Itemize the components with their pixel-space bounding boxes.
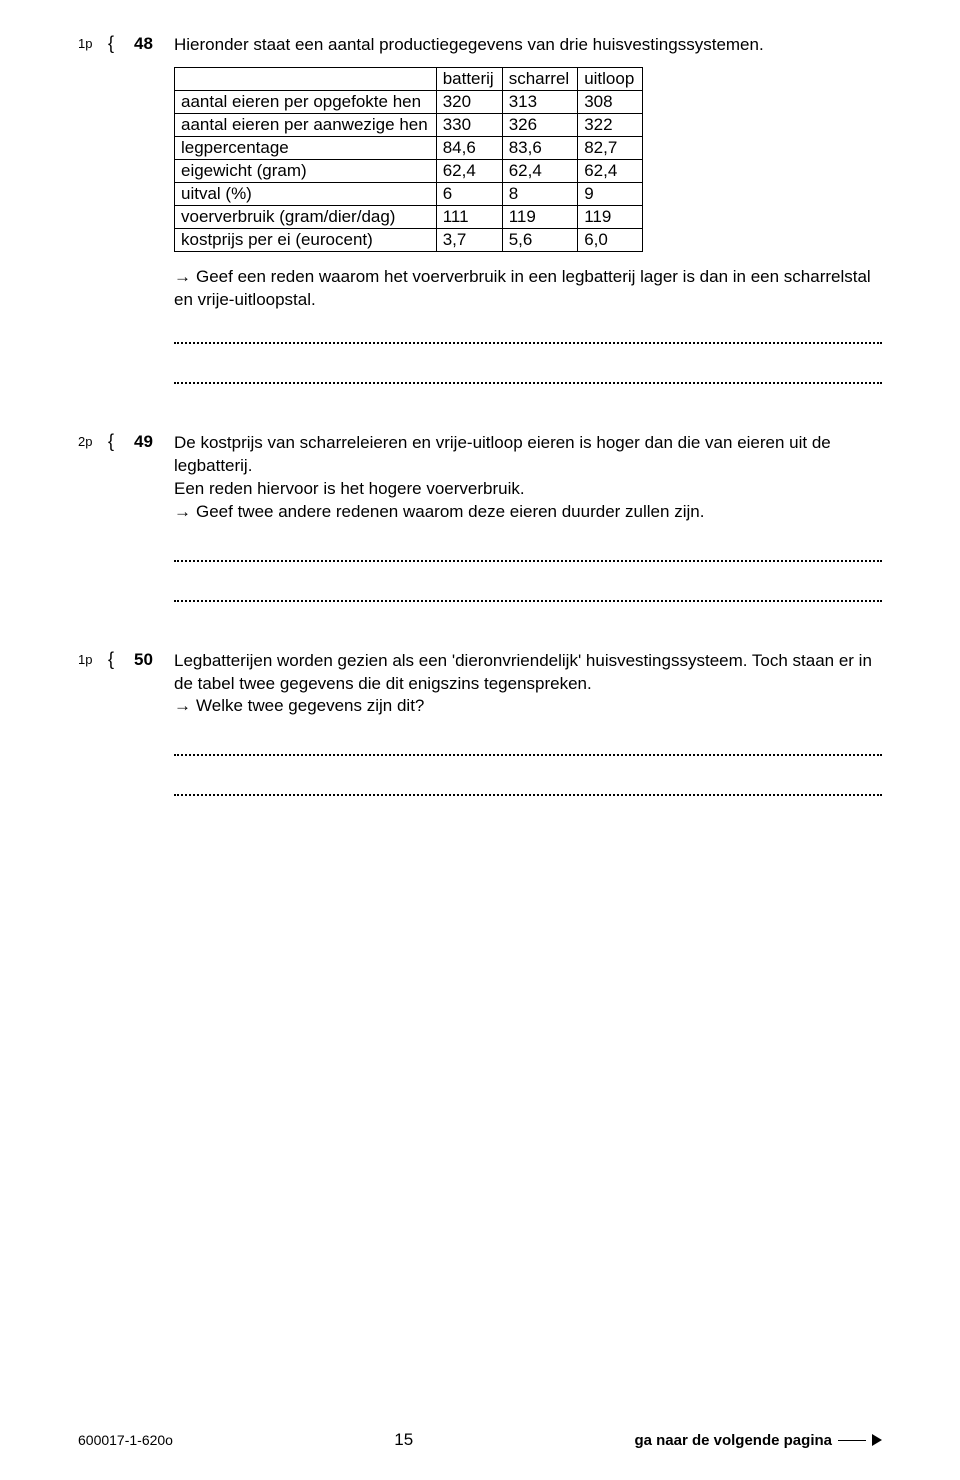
question-number: 48 [134,34,174,54]
table-row: kostprijs per ei (eurocent)3,75,66,0 [175,228,643,251]
arrow-right-icon: → [174,266,196,289]
table-cell: 119 [502,205,577,228]
exam-page: 1p { 48 Hieronder staat een aantal produ… [0,0,960,1480]
production-data-table: batterij scharrel uitloop aantal eieren … [174,67,643,252]
answer-line[interactable] [174,754,882,756]
open-circle-icon: { [108,34,134,52]
answer-line[interactable] [174,600,882,602]
table-cell: 308 [578,90,643,113]
table-cell: 83,6 [502,136,577,159]
table-cell: 6,0 [578,228,643,251]
triangle-right-icon [872,1434,882,1446]
table-header-cell: scharrel [502,67,577,90]
table-cell: legpercentage [175,136,437,159]
table-cell: 62,4 [502,159,577,182]
page-footer: 600017-1-620o 15 ga naar de volgende pag… [78,1430,882,1450]
table-header-row: batterij scharrel uitloop [175,67,643,90]
table-cell: 9 [578,182,643,205]
table-cell: 8 [502,182,577,205]
table-row: aantal eieren per opgefokte hen320313308 [175,90,643,113]
answer-line[interactable] [174,560,882,562]
table-cell: 62,4 [578,159,643,182]
answer-line[interactable] [174,382,882,384]
footer-rule [838,1440,866,1441]
next-page-text: ga naar de volgende pagina [634,1432,832,1449]
question-number: 49 [134,432,174,452]
question-line: Een reden hiervoor is het hogere voerver… [174,479,525,498]
table-cell: uitval (%) [175,182,437,205]
question-50-row: 1p { 50 Legbatterijen worden gezien als … [78,650,882,719]
points-label: 2p [78,432,108,449]
table-cell: 119 [578,205,643,228]
table-cell: 62,4 [436,159,502,182]
document-id: 600017-1-620o [78,1432,173,1448]
table-row: eigewicht (gram)62,462,462,4 [175,159,643,182]
answer-line[interactable] [174,794,882,796]
page-number: 15 [394,1430,413,1449]
table-header-cell [175,67,437,90]
question-text: Hieronder staat een aantal productiegege… [174,34,882,57]
prompt-text: Geef een reden waarom het voerverbruik i… [174,267,871,309]
points-label: 1p [78,34,108,51]
question-line: Legbatterijen worden gezien als een 'die… [174,651,872,693]
question-text: Legbatterijen worden gezien als een 'die… [174,650,882,719]
table-cell: 6 [436,182,502,205]
table-cell: 330 [436,113,502,136]
question-number: 50 [134,650,174,670]
table-cell: 82,7 [578,136,643,159]
table-cell: eigewicht (gram) [175,159,437,182]
prompt-text: Geef twee andere redenen waarom deze eie… [196,502,704,521]
question-prompt: →Geef een reden waarom het voerverbruik … [174,266,882,312]
table-cell: 111 [436,205,502,228]
table-row: uitval (%)689 [175,182,643,205]
open-circle-icon: { [108,432,134,450]
table-cell: 313 [502,90,577,113]
prompt-text: Welke twee gegevens zijn dit? [196,696,424,715]
table-cell: 322 [578,113,643,136]
open-circle-icon: { [108,650,134,668]
next-page-hint: ga naar de volgende pagina [634,1432,882,1449]
question-49-row: 2p { 49 De kostprijs van scharreleieren … [78,432,882,524]
points-label: 1p [78,650,108,667]
table-row: voerverbruik (gram/dier/dag)111119119 [175,205,643,228]
arrow-right-icon: → [174,695,196,718]
question-48-row: 1p { 48 Hieronder staat een aantal produ… [78,34,882,57]
table-row: legpercentage84,683,682,7 [175,136,643,159]
answer-line[interactable] [174,342,882,344]
table-header-cell: batterij [436,67,502,90]
table-cell: aantal eieren per opgefokte hen [175,90,437,113]
question-line: De kostprijs van scharreleieren en vrije… [174,433,831,475]
table-cell: 326 [502,113,577,136]
table-header-cell: uitloop [578,67,643,90]
table-cell: 320 [436,90,502,113]
question-text: De kostprijs van scharreleieren en vrije… [174,432,882,524]
table-cell: aantal eieren per aanwezige hen [175,113,437,136]
table-cell: 5,6 [502,228,577,251]
table-cell: kostprijs per ei (eurocent) [175,228,437,251]
table-cell: voerverbruik (gram/dier/dag) [175,205,437,228]
arrow-right-icon: → [174,501,196,524]
table-row: aantal eieren per aanwezige hen330326322 [175,113,643,136]
table-cell: 3,7 [436,228,502,251]
table-cell: 84,6 [436,136,502,159]
